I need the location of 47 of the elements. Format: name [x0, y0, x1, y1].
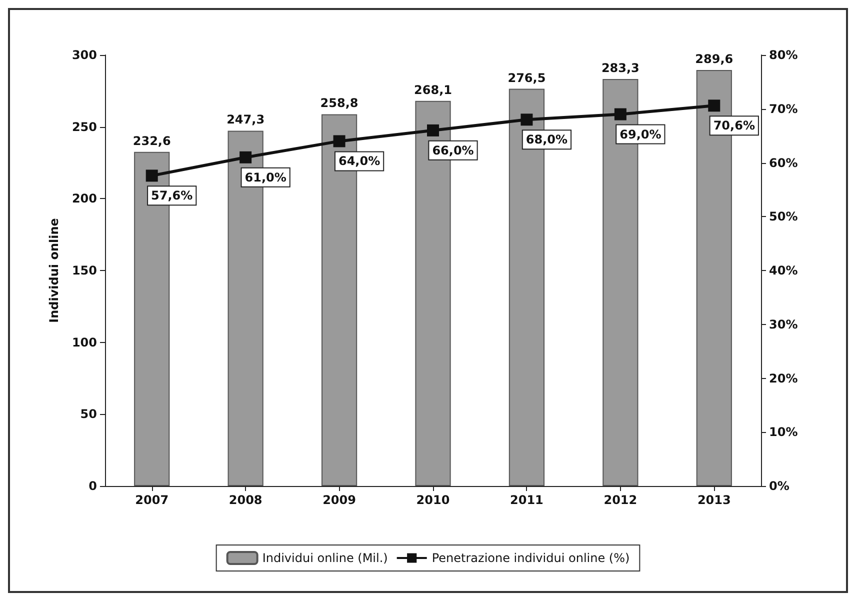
data-label: 289,6	[695, 52, 734, 66]
y2-tick-label: 60%	[769, 156, 798, 170]
data-label: 57,6%	[151, 188, 193, 203]
y-tick-label: 0	[88, 479, 97, 493]
y-tick-label: 100	[72, 335, 97, 350]
data-label: 258,8	[320, 96, 358, 110]
x-tick-label: 2013	[697, 493, 731, 507]
x-tick-label: 2012	[604, 493, 638, 507]
y2-tick-label: 20%	[769, 371, 798, 386]
x-tick-label: 2011	[510, 493, 544, 507]
x-tick-label: 2010	[416, 493, 450, 507]
y2-tick-label: 50%	[769, 210, 798, 224]
point	[520, 114, 533, 126]
y-tick-label: 50	[80, 407, 97, 422]
point	[708, 100, 720, 112]
y2-tick-label: 30%	[769, 317, 798, 332]
data-label: 283,3	[601, 60, 640, 75]
y-tick-label: 300	[72, 48, 97, 62]
point	[427, 124, 439, 136]
y2-tick-label: 40%	[769, 264, 798, 278]
point	[240, 151, 252, 164]
data-label: 69,0%	[620, 127, 662, 142]
y-axis-title: Individui online	[47, 218, 61, 323]
data-label: 268,1	[414, 82, 452, 97]
data-label: 276,5	[508, 70, 546, 85]
data-label: 247,3	[226, 112, 265, 127]
legend-label: Individui online (Mil.)	[262, 551, 388, 565]
y2-tick-label: 80%	[769, 48, 798, 62]
data-label: 61,0%	[244, 170, 286, 184]
point	[614, 108, 626, 120]
x-tick-label: 2009	[322, 493, 356, 507]
y2-tick-label: 0%	[769, 479, 790, 493]
y2-tick-label: 10%	[769, 425, 798, 440]
data-label: 70,6%	[713, 118, 755, 133]
data-label: 68,0%	[526, 132, 568, 147]
y2-tick-label: 70%	[769, 102, 798, 116]
data-label: 232,6	[132, 134, 171, 148]
y-tick-label: 200	[72, 192, 97, 206]
y-tick-label: 150	[72, 264, 97, 278]
point	[333, 135, 346, 148]
point	[146, 170, 158, 182]
legend-label: Penetrazione individui online (%)	[432, 551, 630, 565]
x-tick-label: 2008	[228, 493, 262, 507]
data-label: 64,0%	[338, 154, 380, 168]
x-tick-label: 2007	[135, 493, 169, 507]
data-label: 66,0%	[432, 143, 474, 158]
y-tick-label: 250	[72, 120, 97, 134]
